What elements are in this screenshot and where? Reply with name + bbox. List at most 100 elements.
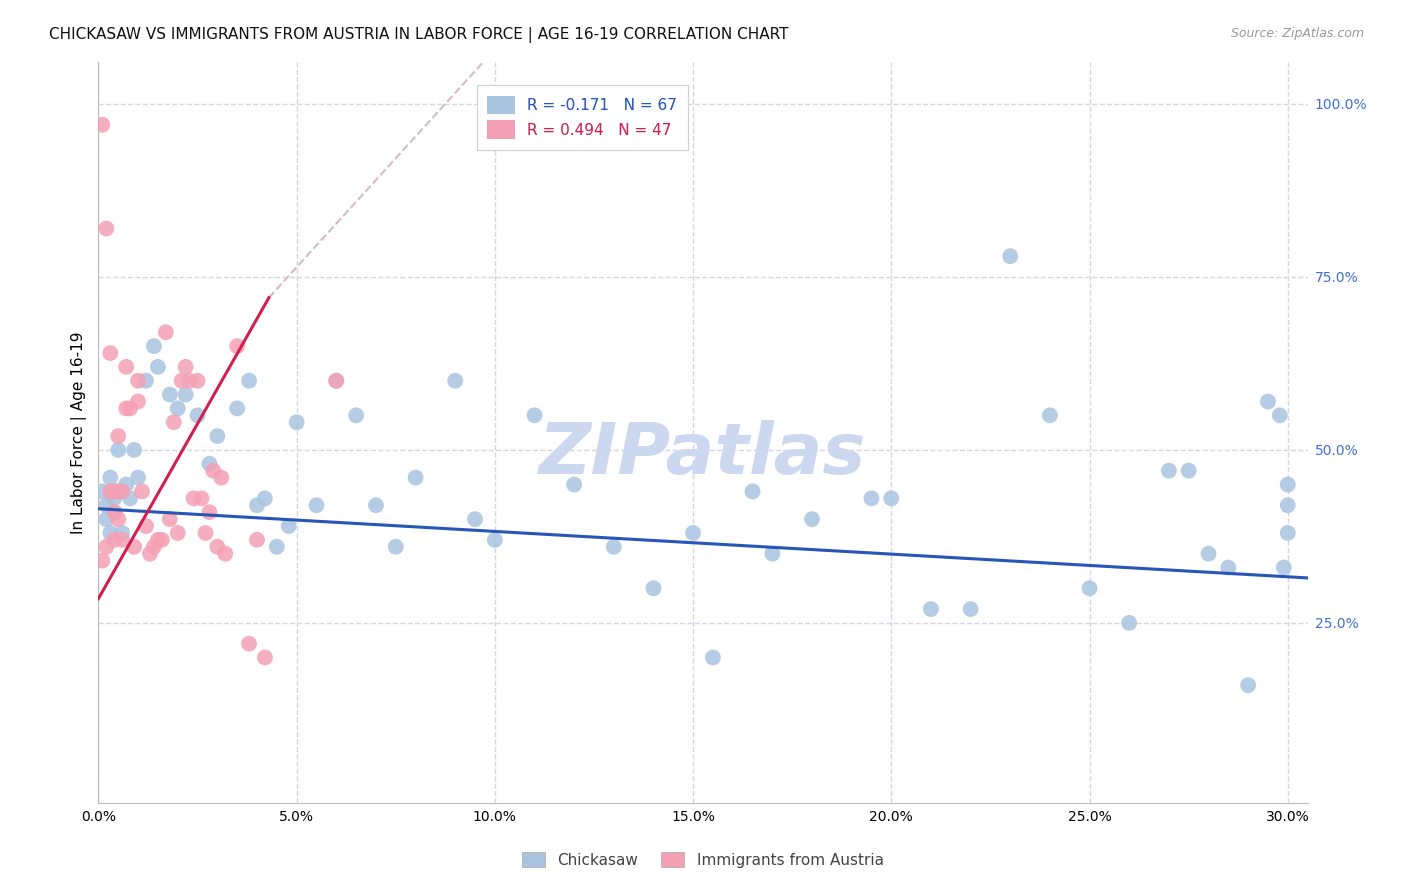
Point bbox=[190, 491, 212, 506]
Point bbox=[159, 512, 181, 526]
Point bbox=[860, 491, 883, 506]
Point bbox=[98, 346, 121, 360]
Point bbox=[1198, 547, 1220, 561]
Point bbox=[91, 484, 114, 499]
Point bbox=[131, 484, 153, 499]
Point bbox=[603, 540, 626, 554]
Point bbox=[198, 505, 221, 519]
Point bbox=[155, 326, 177, 340]
Point bbox=[135, 519, 157, 533]
Point bbox=[127, 374, 149, 388]
Legend: Chickasaw, Immigrants from Austria: Chickasaw, Immigrants from Austria bbox=[515, 844, 891, 875]
Point bbox=[142, 339, 165, 353]
Point bbox=[103, 491, 125, 506]
Point bbox=[202, 464, 225, 478]
Point bbox=[159, 387, 181, 401]
Point bbox=[96, 540, 118, 554]
Y-axis label: In Labor Force | Age 16-19: In Labor Force | Age 16-19 bbox=[72, 331, 87, 534]
Point bbox=[1177, 464, 1199, 478]
Point bbox=[107, 512, 129, 526]
Point bbox=[523, 409, 546, 423]
Point bbox=[186, 374, 208, 388]
Point bbox=[277, 519, 299, 533]
Point bbox=[1272, 560, 1295, 574]
Point bbox=[98, 470, 121, 484]
Point bbox=[384, 540, 406, 554]
Point bbox=[107, 429, 129, 443]
Point bbox=[238, 637, 260, 651]
Point bbox=[959, 602, 981, 616]
Point bbox=[198, 457, 221, 471]
Point bbox=[120, 401, 142, 416]
Point bbox=[174, 387, 197, 401]
Point bbox=[183, 491, 205, 506]
Point bbox=[1277, 525, 1299, 540]
Point bbox=[103, 533, 125, 547]
Point bbox=[166, 525, 188, 540]
Text: Source: ZipAtlas.com: Source: ZipAtlas.com bbox=[1230, 27, 1364, 40]
Point bbox=[127, 394, 149, 409]
Point bbox=[107, 484, 129, 499]
Point bbox=[305, 498, 328, 512]
Legend: R = -0.171   N = 67, R = 0.494   N = 47: R = -0.171 N = 67, R = 0.494 N = 47 bbox=[477, 85, 688, 150]
Point bbox=[761, 547, 783, 561]
Point bbox=[146, 533, 169, 547]
Point bbox=[1237, 678, 1260, 692]
Point bbox=[207, 540, 229, 554]
Point bbox=[1268, 409, 1291, 423]
Point bbox=[1118, 615, 1140, 630]
Point bbox=[166, 401, 188, 416]
Point bbox=[103, 505, 125, 519]
Point bbox=[96, 498, 118, 512]
Point bbox=[344, 409, 367, 423]
Point bbox=[1277, 498, 1299, 512]
Point bbox=[238, 374, 260, 388]
Point bbox=[111, 525, 134, 540]
Point bbox=[194, 525, 217, 540]
Point bbox=[266, 540, 288, 554]
Point bbox=[107, 442, 129, 457]
Point bbox=[741, 484, 763, 499]
Text: ZIPatlas: ZIPatlas bbox=[540, 420, 866, 490]
Point bbox=[170, 374, 193, 388]
Point bbox=[107, 484, 129, 499]
Point bbox=[98, 525, 121, 540]
Point bbox=[880, 491, 903, 506]
Point bbox=[115, 359, 138, 374]
Point bbox=[207, 429, 229, 443]
Point bbox=[209, 470, 232, 484]
Point bbox=[122, 540, 145, 554]
Point bbox=[186, 409, 208, 423]
Point bbox=[1078, 582, 1101, 596]
Point bbox=[214, 547, 236, 561]
Point bbox=[91, 554, 114, 568]
Point bbox=[163, 415, 186, 429]
Point bbox=[146, 359, 169, 374]
Point bbox=[174, 359, 197, 374]
Point bbox=[464, 512, 486, 526]
Point bbox=[111, 484, 134, 499]
Point bbox=[122, 442, 145, 457]
Point bbox=[226, 339, 249, 353]
Point bbox=[246, 533, 269, 547]
Point bbox=[135, 374, 157, 388]
Point bbox=[226, 401, 249, 416]
Point bbox=[325, 374, 347, 388]
Point bbox=[115, 401, 138, 416]
Point bbox=[139, 547, 162, 561]
Point bbox=[120, 491, 142, 506]
Point bbox=[96, 512, 118, 526]
Point bbox=[103, 484, 125, 499]
Point bbox=[1039, 409, 1062, 423]
Point bbox=[91, 118, 114, 132]
Point bbox=[1257, 394, 1279, 409]
Point bbox=[1000, 249, 1022, 263]
Text: CHICKASAW VS IMMIGRANTS FROM AUSTRIA IN LABOR FORCE | AGE 16-19 CORRELATION CHAR: CHICKASAW VS IMMIGRANTS FROM AUSTRIA IN … bbox=[49, 27, 789, 43]
Point bbox=[643, 582, 665, 596]
Point bbox=[98, 484, 121, 499]
Point bbox=[96, 221, 118, 235]
Point bbox=[111, 533, 134, 547]
Point bbox=[920, 602, 942, 616]
Point bbox=[801, 512, 824, 526]
Point bbox=[562, 477, 585, 491]
